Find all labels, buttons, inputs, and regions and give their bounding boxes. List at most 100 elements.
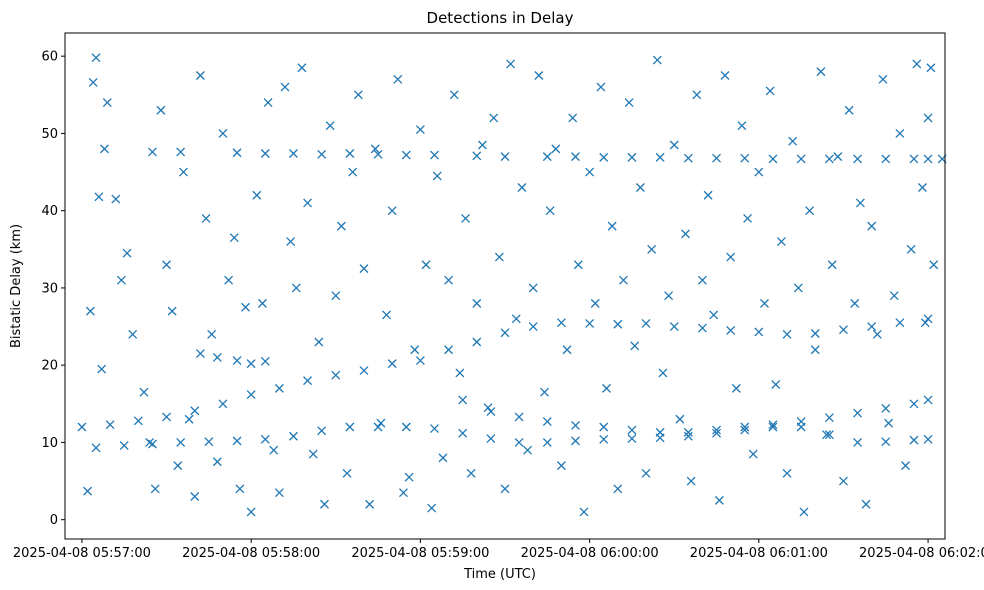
series-3 <box>195 349 270 369</box>
data-point <box>147 147 157 157</box>
data-point <box>655 152 665 162</box>
data-point <box>179 167 188 177</box>
data-point <box>167 306 177 316</box>
data-point <box>477 140 487 150</box>
data-point <box>387 359 397 369</box>
data-point <box>926 63 936 73</box>
x-tick-label: 2025-04-08 05:58:00 <box>182 546 320 561</box>
data-point <box>909 399 919 409</box>
data-point <box>399 488 408 498</box>
data-point <box>100 144 109 154</box>
y-tick-label: 40 <box>41 204 58 219</box>
data-point <box>486 407 496 416</box>
data-point <box>500 328 510 338</box>
data-point <box>872 329 882 339</box>
data-point <box>917 183 927 192</box>
data-point <box>430 424 439 433</box>
data-point <box>571 152 580 162</box>
data-point <box>571 420 580 430</box>
data-point <box>444 345 454 355</box>
data-point <box>415 125 425 135</box>
data-point <box>224 275 234 285</box>
data-point <box>365 499 375 509</box>
data-point <box>861 499 871 509</box>
data-point <box>229 233 239 243</box>
data-point <box>430 150 439 160</box>
data-point <box>212 352 222 362</box>
data-point <box>923 314 933 324</box>
data-point <box>83 486 93 496</box>
data-point <box>889 291 899 301</box>
data-point <box>528 322 538 332</box>
x-axis-ticks: 2025-04-08 05:57:00 2025-04-08 05:58:00 20… <box>13 539 984 561</box>
data-point <box>500 152 510 162</box>
data-point <box>404 472 414 482</box>
y-tick-label: 60 <box>41 50 58 65</box>
data-point <box>542 437 552 447</box>
data-point <box>596 82 606 92</box>
data-point <box>822 430 831 440</box>
y-tick-label: 20 <box>41 359 58 374</box>
data-point <box>881 403 891 413</box>
data-point <box>511 314 521 324</box>
data-point <box>320 499 329 509</box>
data-point <box>844 105 854 115</box>
data-point <box>630 341 640 351</box>
data-point <box>720 71 730 80</box>
data-point <box>289 149 298 158</box>
data-point <box>77 422 87 432</box>
data-point <box>94 192 104 202</box>
data-point <box>263 98 273 107</box>
data-point <box>145 437 155 447</box>
data-point <box>602 383 611 393</box>
data-point <box>712 153 721 163</box>
data-point <box>627 152 637 162</box>
y-axis-ticks: 0 10 20 30 40 50 60 <box>41 50 65 528</box>
data-point <box>156 105 166 115</box>
data-point <box>619 275 628 285</box>
data-point <box>884 418 894 428</box>
data-point <box>289 431 298 441</box>
data-point <box>336 221 346 231</box>
data-point <box>534 71 544 80</box>
data-point <box>528 283 538 293</box>
data-point <box>579 507 589 517</box>
data-point <box>176 147 186 157</box>
data-point <box>833 152 843 162</box>
data-point <box>664 291 674 301</box>
y-tick-label: 50 <box>41 127 58 142</box>
data-point <box>246 359 256 369</box>
data-point <box>173 461 183 471</box>
data-point <box>669 322 679 332</box>
data-point <box>906 244 916 254</box>
data-point <box>647 244 657 254</box>
data-point <box>317 149 327 159</box>
y-tick-label: 0 <box>50 513 58 528</box>
data-point <box>923 395 933 405</box>
data-point <box>128 329 138 339</box>
y-axis-label: Bistatic Delay (km) <box>9 224 24 348</box>
data-point <box>212 457 222 467</box>
data-point <box>697 323 707 333</box>
data-point <box>712 428 721 438</box>
data-point <box>427 503 437 513</box>
data-point <box>506 59 516 69</box>
data-point <box>853 437 863 447</box>
data-points <box>77 53 947 517</box>
data-point <box>839 325 848 335</box>
data-point <box>599 434 609 444</box>
data-point <box>839 476 848 486</box>
data-point <box>627 434 637 444</box>
data-point <box>683 431 693 441</box>
data-point <box>641 319 651 328</box>
data-point <box>824 154 834 164</box>
data-point <box>246 507 256 517</box>
data-point <box>147 439 157 449</box>
data-point <box>274 488 284 498</box>
data-point <box>613 484 623 494</box>
data-point <box>260 434 270 444</box>
data-point <box>540 387 549 397</box>
data-point <box>204 437 214 447</box>
y-tick-label: 10 <box>41 436 58 451</box>
